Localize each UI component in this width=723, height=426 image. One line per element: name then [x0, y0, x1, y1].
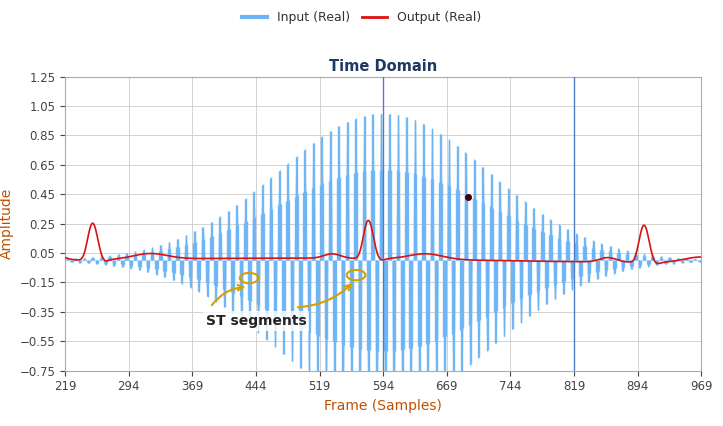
Y-axis label: Amplitude: Amplitude — [0, 188, 14, 259]
Legend: Input (Real), Output (Real): Input (Real), Output (Real) — [236, 6, 487, 29]
Title: Time Domain: Time Domain — [329, 59, 437, 74]
X-axis label: Frame (Samples): Frame (Samples) — [324, 399, 442, 413]
Text: ST segments: ST segments — [206, 314, 307, 328]
